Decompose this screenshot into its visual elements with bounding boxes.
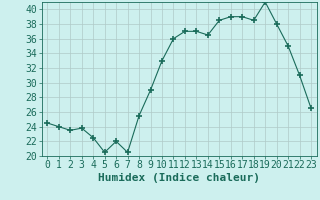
X-axis label: Humidex (Indice chaleur): Humidex (Indice chaleur): [98, 173, 260, 183]
